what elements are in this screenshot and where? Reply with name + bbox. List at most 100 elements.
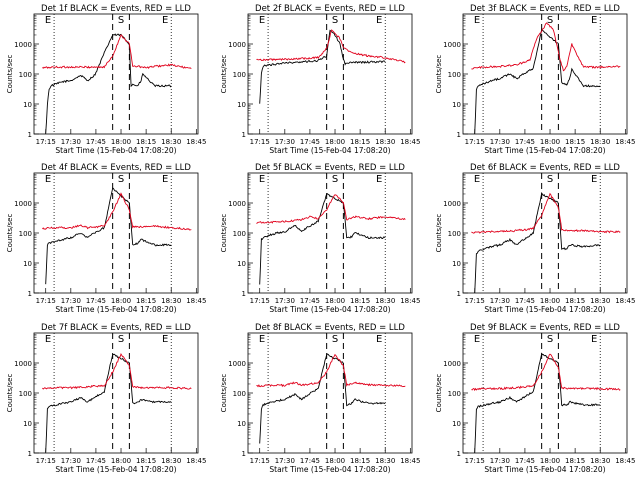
- y-axis-label: Counts/sec: [435, 55, 443, 94]
- y-tick-label: 10: [23, 260, 32, 268]
- x-axis-label: Start Time (15-Feb-04 17:08:20): [269, 305, 390, 314]
- x-tick-label: 18:30: [590, 138, 610, 146]
- interval-letter: E: [259, 334, 265, 345]
- interval-letter: E: [45, 15, 51, 26]
- panel-title: Det 4f BLACK = Events, RED = LLD: [41, 163, 191, 173]
- x-tick-label: 18:30: [161, 297, 181, 305]
- x-tick-label: 17:30: [61, 457, 81, 465]
- x-tick-label: 17:15: [250, 297, 270, 305]
- lld-series-line: [42, 353, 192, 390]
- interval-letter: E: [474, 15, 480, 26]
- x-tick-label: 18:15: [565, 457, 585, 465]
- x-tick-label: 18:45: [400, 138, 420, 146]
- events-series-line: [45, 353, 172, 453]
- interval-letter: E: [376, 15, 382, 26]
- events-series-line: [259, 29, 386, 104]
- x-tick-label: 18:15: [136, 457, 156, 465]
- interval-letter: E: [162, 15, 168, 26]
- x-tick-label: 17:30: [490, 138, 510, 146]
- detector-panel-6: Det 6f BLACK = Events, RED = LLD 1 10 100 10…: [435, 163, 635, 314]
- x-tick-label: 18:15: [136, 138, 156, 146]
- detector-panel-4: Det 4f BLACK = Events, RED = LLD 1 10 100 10…: [6, 163, 206, 314]
- y-tick-label: 100: [19, 230, 32, 238]
- x-tick-label: 18:00: [325, 138, 345, 146]
- interval-letter: E: [376, 174, 382, 185]
- y-tick-label: 100: [233, 71, 246, 79]
- y-tick-label: 1000: [443, 360, 461, 368]
- y-tick-label: 10: [23, 101, 32, 109]
- interval-letter: S: [118, 15, 124, 26]
- detector-panel-2: Det 2f BLACK = Events, RED = LLD 1 10 100 10…: [220, 4, 420, 155]
- x-tick-label: 18:00: [540, 457, 560, 465]
- y-tick-label: 10: [452, 260, 461, 268]
- panel-title: Det 9f BLACK = Events, RED = LLD: [470, 323, 620, 333]
- interval-letter: E: [591, 15, 597, 26]
- interval-letter: E: [259, 174, 265, 185]
- y-tick-label: 1: [457, 290, 461, 298]
- y-tick-label: 1: [242, 131, 246, 139]
- detector-panel-5: Det 5f BLACK = Events, RED = LLD 1 10 100 10…: [220, 163, 420, 314]
- interval-letter: S: [332, 15, 338, 26]
- x-tick-label: 17:30: [275, 297, 295, 305]
- x-tick-label: 17:30: [490, 457, 510, 465]
- y-axis-label: Counts/sec: [220, 55, 228, 94]
- interval-letter: S: [332, 334, 338, 345]
- x-axis-label: Start Time (15-Feb-04 17:08:20): [55, 465, 176, 474]
- x-axis-label: Start Time (15-Feb-04 17:08:20): [55, 146, 176, 155]
- interval-letter: E: [591, 334, 597, 345]
- x-tick-label: 17:30: [490, 297, 510, 305]
- y-axis-label: Counts/sec: [220, 374, 228, 413]
- interval-letter: E: [162, 334, 168, 345]
- y-tick-label: 100: [448, 71, 461, 79]
- y-axis-label: Counts/sec: [220, 214, 228, 253]
- interval-letter: S: [332, 174, 338, 185]
- y-tick-label: 100: [19, 390, 32, 398]
- panel-title: Det 2f BLACK = Events, RED = LLD: [255, 4, 405, 14]
- lld-series-line: [256, 194, 406, 224]
- x-tick-label: 18:15: [136, 297, 156, 305]
- events-series-line: [474, 28, 601, 134]
- x-tick-label: 18:00: [111, 138, 131, 146]
- events-series-line: [474, 352, 601, 453]
- y-tick-label: 100: [448, 390, 461, 398]
- detector-panel-9: Det 9f BLACK = Events, RED = LLD 1 10 100 10…: [435, 323, 635, 474]
- panel-title: Det 5f BLACK = Events, RED = LLD: [255, 163, 405, 173]
- y-tick-label: 10: [237, 101, 246, 109]
- x-tick-label: 18:45: [400, 457, 420, 465]
- x-axis-label: Start Time (15-Feb-04 17:08:20): [484, 465, 605, 474]
- y-tick-label: 1000: [443, 41, 461, 49]
- x-tick-label: 17:15: [36, 138, 56, 146]
- lld-series-line: [256, 353, 406, 388]
- interval-letter: E: [474, 334, 480, 345]
- x-tick-label: 18:00: [540, 138, 560, 146]
- x-tick-label: 17:30: [61, 297, 81, 305]
- interval-letter: E: [259, 15, 265, 26]
- y-tick-label: 1: [242, 450, 246, 458]
- y-tick-label: 1000: [228, 360, 246, 368]
- y-tick-label: 1: [28, 290, 32, 298]
- y-tick-label: 10: [452, 420, 461, 428]
- detector-panel-1: Det 1f BLACK = Events, RED = LLD 1 10 100 10…: [6, 4, 206, 155]
- x-tick-label: 17:15: [250, 457, 270, 465]
- x-tick-label: 18:45: [186, 457, 206, 465]
- plot-frame: [247, 332, 413, 454]
- interval-letter: S: [547, 15, 553, 26]
- y-tick-label: 100: [448, 230, 461, 238]
- y-tick-label: 1000: [228, 200, 246, 208]
- x-tick-label: 18:00: [325, 297, 345, 305]
- plot-frame: [462, 13, 628, 135]
- x-tick-label: 18:30: [375, 138, 395, 146]
- y-tick-label: 10: [237, 420, 246, 428]
- interval-letter: S: [118, 334, 124, 345]
- x-tick-label: 18:00: [325, 457, 345, 465]
- events-series-line: [474, 191, 601, 293]
- x-tick-label: 17:30: [61, 138, 81, 146]
- x-tick-label: 17:45: [300, 138, 320, 146]
- y-axis-label: Counts/sec: [435, 374, 443, 413]
- panel-title: Det 3f BLACK = Events, RED = LLD: [470, 4, 620, 14]
- x-tick-label: 18:30: [375, 457, 395, 465]
- x-tick-label: 17:15: [36, 457, 56, 465]
- events-series-line: [45, 33, 172, 134]
- x-tick-label: 18:00: [111, 457, 131, 465]
